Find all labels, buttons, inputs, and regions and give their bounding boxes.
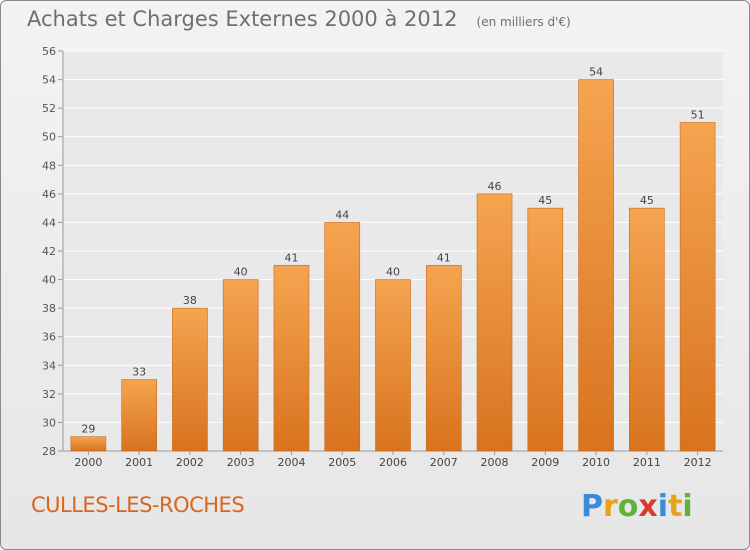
x-tick-label: 2012 [684,456,712,469]
y-tick-label: 48 [42,159,56,172]
bar [70,436,107,452]
x-tick-label: 2008 [481,456,509,469]
y-tick-label: 56 [42,45,56,58]
x-tick-label: 2010 [582,456,610,469]
logo-letter-o: o [617,489,639,524]
bar [324,222,361,452]
title-row: Achats et Charges Externes 2000 à 2012 (… [27,7,571,31]
x-tick-label: 2003 [227,456,255,469]
y-tick-label: 46 [42,188,56,201]
commune-name: CULLES-LES-ROCHES [31,493,245,517]
bar-value-label: 54 [589,66,603,79]
bar [679,122,716,452]
bar [425,264,462,452]
y-tick-label: 42 [42,245,56,258]
y-tick-label: 54 [42,74,56,87]
bar [578,79,614,452]
bar [172,307,208,452]
logo-letter-r: r [603,489,618,524]
x-tick-label: 2009 [531,456,559,469]
y-tick-label: 30 [42,416,56,429]
bar-value-label: 51 [691,108,705,121]
bar [476,193,513,452]
x-tick-label: 2007 [430,456,458,469]
x-tick-label: 2002 [176,456,204,469]
logo-letter-x: x [638,489,658,524]
y-tick-label: 44 [42,216,56,229]
bar-value-label: 45 [538,194,552,207]
x-tick-label: 2004 [277,456,305,469]
y-tick-label: 50 [42,131,56,144]
y-tick-label: 40 [42,274,56,287]
bar-value-label: 40 [386,266,400,279]
bar-value-label: 29 [81,423,95,436]
bar-value-label: 33 [132,366,146,379]
bar [527,207,564,452]
logo-letter-p: P [581,489,603,524]
bar-value-label: 41 [284,251,298,264]
bar-value-label: 45 [640,194,654,207]
x-tick-label: 2001 [125,456,153,469]
bar-value-label: 44 [335,208,349,221]
logo-letter-t: t [668,489,683,524]
chart-title: Achats et Charges Externes 2000 à 2012 [27,7,458,31]
logo-letter-i-2: i [682,489,693,524]
y-tick-label: 36 [42,331,56,344]
x-tick-label: 2005 [328,456,356,469]
bar [375,279,411,452]
y-tick-label: 34 [42,359,56,372]
chart-subtitle: (en milliers d'€) [476,15,571,29]
y-tick-label: 52 [42,102,56,115]
bar-value-label: 41 [437,251,451,264]
y-tick-label: 38 [42,302,56,315]
bar [121,379,157,452]
bar-value-label: 46 [488,180,502,193]
logo-letter-i: i [657,489,669,524]
y-tick-label: 32 [42,388,56,401]
x-tick-label: 2011 [633,456,661,469]
x-tick-label: 2006 [379,456,407,469]
proxiti-logo: Proxiti [581,489,693,524]
bar-value-label: 38 [183,294,197,307]
bar-value-label: 40 [234,266,248,279]
bar [273,264,310,452]
y-tick-label: 28 [42,445,56,458]
x-tick-label: 2000 [74,456,102,469]
bar [629,207,665,452]
bar [222,279,259,452]
